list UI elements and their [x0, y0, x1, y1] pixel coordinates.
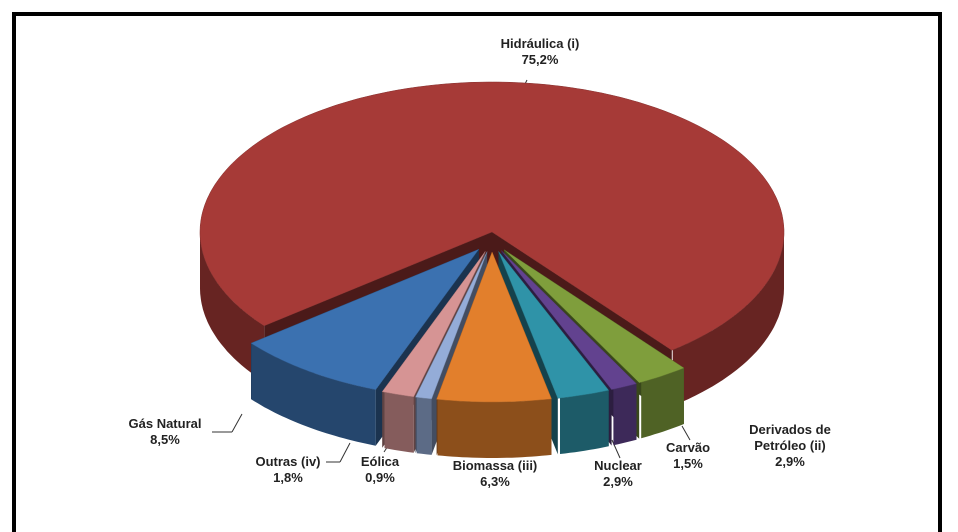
value-label: 2,9% [603, 474, 633, 489]
category-label: Carvão [665, 440, 711, 455]
slice [199, 81, 785, 351]
slice [501, 250, 637, 390]
leader-line [681, 425, 691, 441]
slice-label: Gás Natural 8,5% [129, 416, 202, 448]
slice [415, 251, 488, 400]
slice-label: Carvão 1,5% [666, 440, 710, 472]
slice [436, 251, 552, 403]
slice-side [415, 251, 488, 454]
slice-label: Nuclear 2,9% [594, 458, 642, 490]
slice-label: Derivados de Petróleo (ii) 2,9% [735, 422, 845, 470]
slice-label: Biomassa (iii) 6,3% [453, 458, 538, 490]
slice-wall [641, 368, 684, 439]
value-label: 6,3% [480, 474, 510, 489]
value-label: 2,9% [775, 454, 805, 469]
category-label: Nuclear [594, 458, 642, 473]
slice-wall [560, 390, 609, 454]
leader-line [339, 442, 351, 463]
value-label: 1,5% [673, 456, 703, 471]
slice-label: Eólica 0,9% [361, 454, 399, 486]
slice-wall [416, 397, 432, 455]
frame [12, 12, 942, 532]
category-label: Hidráulica (i) [500, 36, 580, 51]
slice-wall [200, 232, 265, 382]
slice-label: Outras (iv) 1,8% [255, 454, 320, 486]
category-label: Biomassa (iii) [452, 458, 538, 473]
category-label: Eólica [360, 454, 400, 469]
slice [498, 251, 610, 399]
slice [503, 249, 685, 383]
slice-wall [437, 398, 552, 458]
category-label: Derivados de Petróleo (ii) [749, 422, 831, 453]
slice [250, 248, 480, 390]
slice-wall [672, 232, 784, 406]
value-label: 8,5% [150, 432, 180, 447]
leader-line [611, 439, 621, 459]
slice-wall [251, 343, 376, 446]
slice [381, 251, 486, 398]
slice-wall [384, 392, 414, 453]
category-label: Outras (iv) [255, 454, 321, 469]
category-label: Gás Natural [128, 416, 202, 431]
leader-line [231, 413, 243, 433]
slice-label: Hidráulica (i) 75,2% [501, 36, 580, 68]
value-label: 75,2% [521, 52, 559, 67]
slice-wall [613, 383, 637, 446]
value-label: 0,9% [365, 470, 395, 485]
value-label: 1,8% [273, 470, 303, 485]
